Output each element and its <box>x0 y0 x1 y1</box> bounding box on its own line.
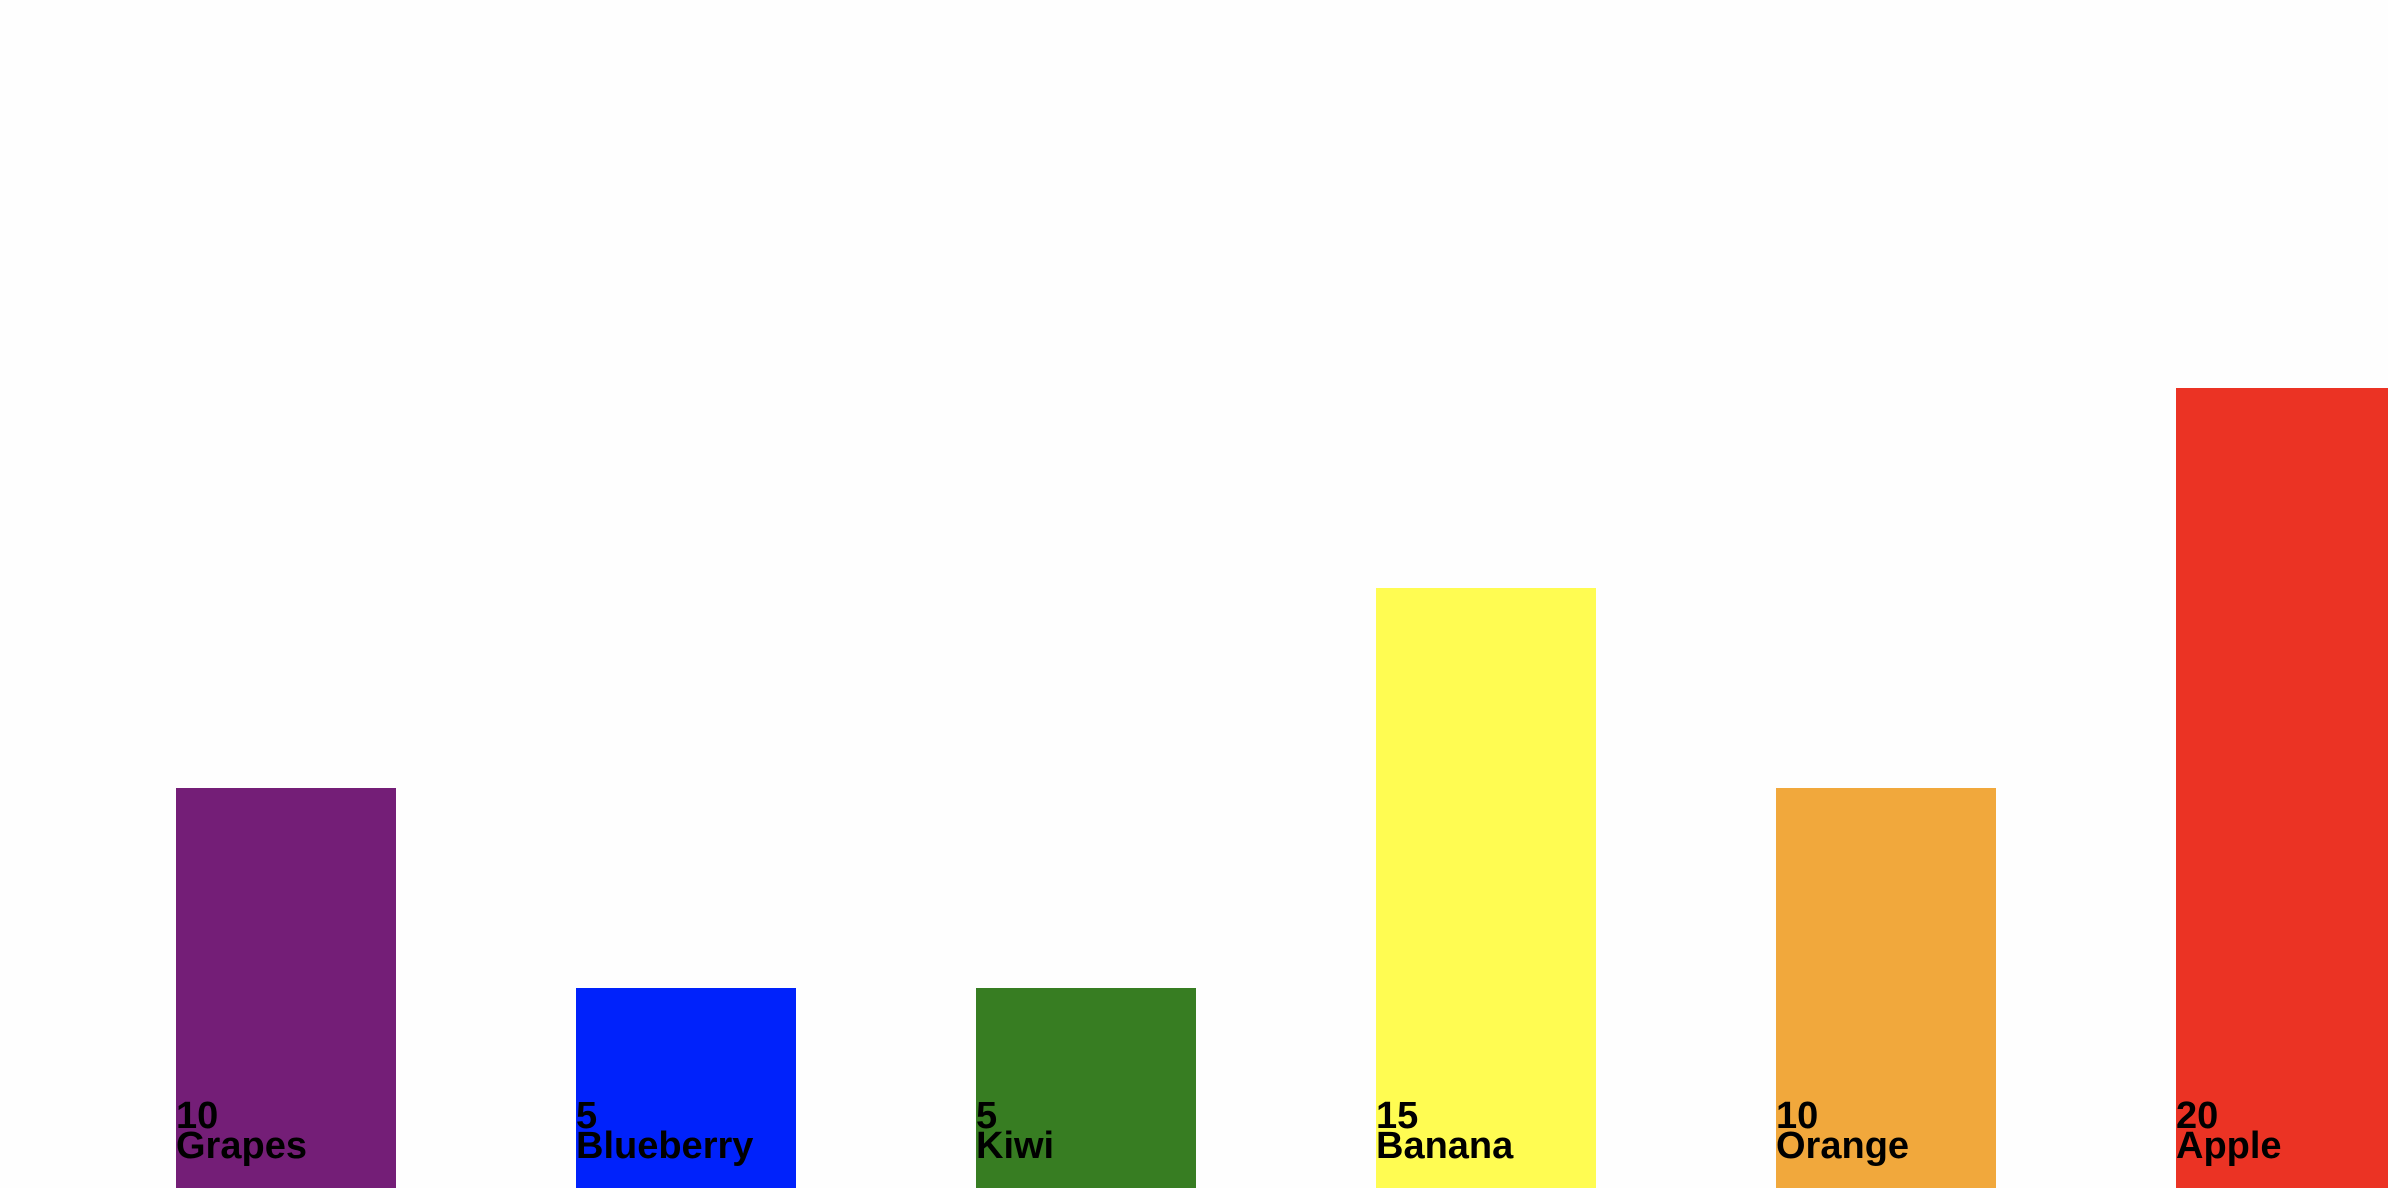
bar-value-label-grapes: 10 <box>176 1095 218 1137</box>
bar-value-label-blueberry: 5 <box>576 1095 597 1137</box>
bar-value-label-kiwi: 5 <box>976 1095 997 1137</box>
bar-category-label-kiwi: Kiwi <box>976 1125 1054 1167</box>
bar-grapes <box>176 788 396 1188</box>
bar-value-label-banana: 15 <box>1376 1095 1418 1137</box>
bar-blueberry <box>576 988 796 1188</box>
bar-category-label-banana: Banana <box>1376 1125 1514 1167</box>
bar-category-label-apple: Apple <box>2176 1125 2282 1167</box>
bar-kiwi <box>976 988 1196 1188</box>
bar-banana <box>1376 588 1596 1188</box>
bar-value-label-apple: 20 <box>2176 1095 2218 1137</box>
bar-category-label-grapes: Grapes <box>176 1125 307 1167</box>
bar-category-label-orange: Orange <box>1776 1125 1909 1167</box>
bar-category-label-blueberry: Blueberry <box>576 1125 753 1167</box>
bar-value-label-orange: 10 <box>1776 1095 1818 1137</box>
bar-orange <box>1776 788 1996 1188</box>
bar-apple <box>2176 388 2388 1188</box>
